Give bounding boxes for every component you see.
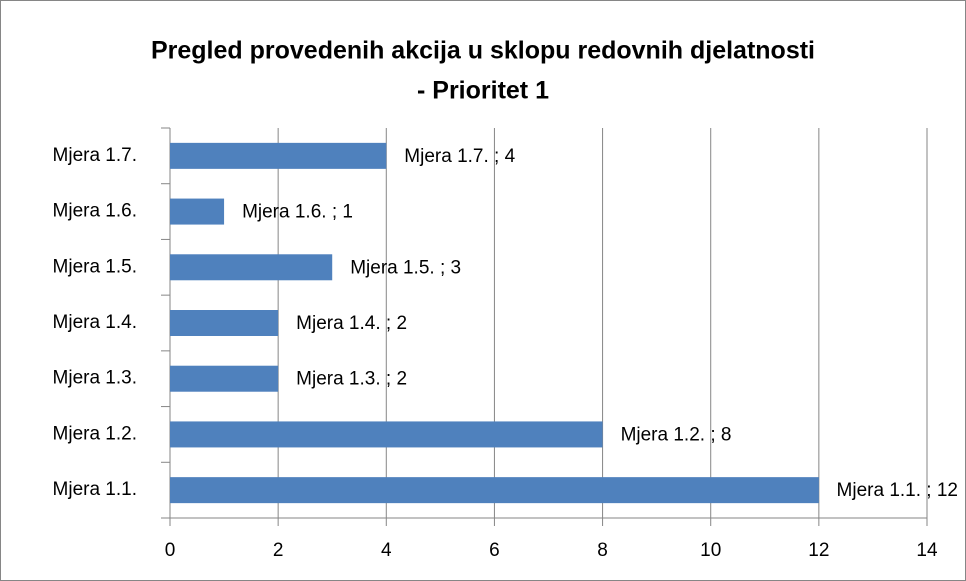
data-label: Mjera 1.1. ; 12 <box>837 480 958 501</box>
x-tick-label: 12 <box>808 540 829 561</box>
chart-title: Pregled provedenih akcija u sklopu redov… <box>151 37 815 65</box>
bar <box>170 310 279 336</box>
y-tick-label: Mjera 1.2. <box>53 423 137 444</box>
data-label: Mjera 1.3. ; 2 <box>296 369 407 390</box>
bar <box>170 365 279 392</box>
bar <box>170 142 387 169</box>
bar <box>170 421 603 448</box>
y-tick-label: Mjera 1.5. <box>53 256 137 277</box>
x-tick-label: 8 <box>597 540 608 561</box>
x-tick-label: 4 <box>381 540 392 561</box>
y-tick-label: Mjera 1.3. <box>53 368 137 389</box>
data-label: Mjera 1.4. ; 2 <box>296 313 407 334</box>
y-tick-label: Mjera 1.6. <box>53 201 137 222</box>
x-tick-label: 6 <box>489 540 500 561</box>
y-tick-label: Mjera 1.7. <box>53 145 137 166</box>
data-label: Mjera 1.6. ; 1 <box>242 202 353 223</box>
bar <box>170 477 819 504</box>
bar <box>170 254 333 281</box>
x-tick-label: 14 <box>916 540 938 561</box>
y-tick-label: Mjera 1.1. <box>53 479 137 500</box>
bar <box>170 198 225 225</box>
data-label: Mjera 1.2. ; 8 <box>621 424 732 445</box>
x-tick-label: 10 <box>700 540 721 561</box>
data-label: Mjera 1.7. ; 4 <box>404 146 515 167</box>
x-tick-label: 2 <box>273 540 284 561</box>
y-tick-label: Mjera 1.4. <box>53 312 137 333</box>
chart-title: - Prioritet 1 <box>417 77 549 105</box>
x-tick-label: 0 <box>165 540 176 561</box>
data-label: Mjera 1.5. ; 3 <box>350 257 461 278</box>
